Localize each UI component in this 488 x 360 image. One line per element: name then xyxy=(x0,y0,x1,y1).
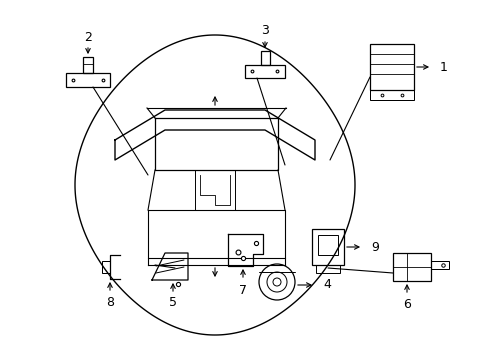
Text: 3: 3 xyxy=(261,23,268,36)
Bar xyxy=(311,229,343,265)
Text: 7: 7 xyxy=(239,284,246,297)
Bar xyxy=(369,44,413,90)
Text: 1: 1 xyxy=(439,60,447,73)
Text: 6: 6 xyxy=(402,298,410,311)
Bar xyxy=(83,57,93,73)
Bar xyxy=(315,265,339,273)
Text: 9: 9 xyxy=(370,240,378,253)
Text: 4: 4 xyxy=(323,279,330,292)
Bar xyxy=(369,90,413,100)
Bar xyxy=(66,73,110,87)
Text: 5: 5 xyxy=(169,296,177,309)
Bar xyxy=(244,65,285,78)
Bar xyxy=(430,261,448,269)
Text: 8: 8 xyxy=(106,297,114,310)
Text: 2: 2 xyxy=(84,31,92,44)
Bar xyxy=(317,235,337,255)
Bar xyxy=(392,253,430,281)
Bar xyxy=(102,261,110,273)
Bar xyxy=(261,51,269,65)
